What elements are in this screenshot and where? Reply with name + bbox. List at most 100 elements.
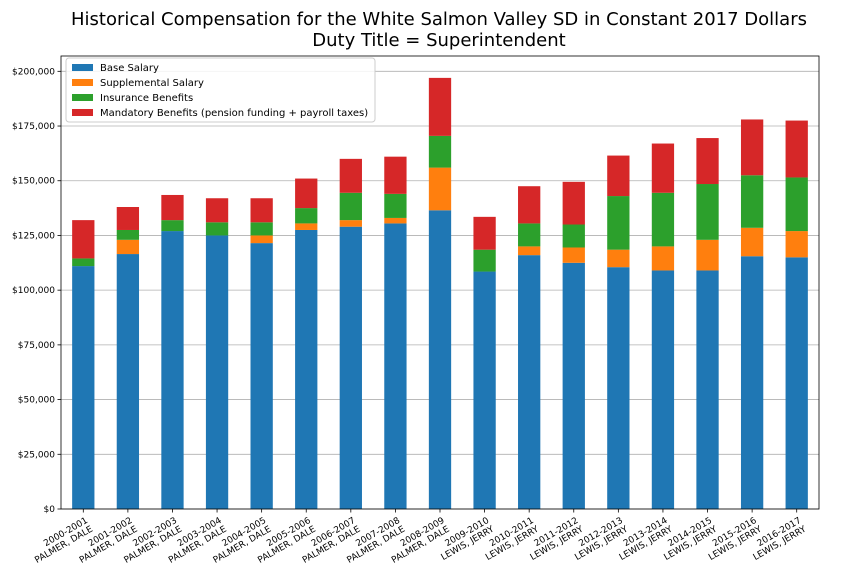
bar-segment-base	[295, 229, 318, 509]
y-tick-label: $150,000	[12, 177, 55, 187]
bar-segment-mandatory	[562, 181, 585, 225]
bar-segment-mandatory	[72, 220, 95, 259]
bar-segment-mandatory	[250, 198, 273, 223]
chart-title: Historical Compensation for the White Sa…	[71, 9, 807, 30]
bar-segment-base	[250, 243, 273, 509]
bar-stack	[339, 158, 362, 509]
bars	[72, 77, 808, 510]
bar-segment-supplemental	[518, 246, 541, 256]
bar-segment-base	[384, 223, 407, 510]
bar-segment-insurance	[72, 258, 95, 267]
bar-segment-insurance	[250, 222, 273, 236]
legend: Base Salary Supplemental Salary Insurance …	[65, 57, 376, 123]
bar-segment-insurance	[562, 224, 585, 248]
bar-segment-mandatory	[651, 143, 675, 193]
bar-stack	[384, 156, 407, 510]
bar-segment-base	[339, 226, 362, 509]
bar-segment-base	[785, 257, 808, 509]
bar-segment-base	[205, 235, 229, 509]
bar-segment-base	[696, 270, 719, 509]
y-tick-label: $0	[44, 505, 56, 515]
bar-segment-insurance	[785, 177, 808, 232]
bar-segment-mandatory	[116, 207, 140, 230]
legend-swatch	[72, 94, 93, 101]
bar-segment-insurance	[518, 223, 541, 247]
bar-segment-insurance	[428, 135, 452, 168]
bar-stack	[740, 119, 764, 509]
bar-stack	[562, 181, 585, 509]
bar-segment-insurance	[205, 222, 229, 236]
bar-segment-supplemental	[384, 217, 407, 224]
bar-segment-base	[740, 256, 764, 509]
y-tick-label: $75,000	[18, 341, 55, 351]
bar-segment-supplemental	[696, 239, 719, 271]
bar-stack	[161, 194, 184, 510]
bar-segment-mandatory	[518, 186, 541, 224]
bar-stack	[607, 155, 630, 509]
y-axis: $0 $25,000 $50,000 $75,000 $100,000 $125,000 $…	[12, 67, 61, 515]
bar-segment-insurance	[740, 175, 764, 228]
bar-segment-insurance	[651, 192, 675, 247]
bar-stack	[785, 120, 808, 509]
legend-label: Mandatory Benefits (pension funding + pa…	[100, 108, 368, 119]
bar-segment-supplemental	[295, 223, 318, 230]
bar-segment-base	[518, 255, 541, 509]
bar-segment-base	[116, 254, 140, 509]
bar-stack	[651, 143, 675, 509]
bar-segment-insurance	[161, 220, 184, 232]
bar-segment-insurance	[696, 184, 719, 240]
legend-swatch	[72, 64, 93, 71]
y-tick-label: $100,000	[12, 286, 55, 296]
legend-swatch	[72, 79, 93, 86]
legend-label: Base Salary	[100, 63, 159, 74]
bar-segment-mandatory	[384, 156, 407, 194]
y-tick-label: $25,000	[18, 450, 55, 460]
bar-segment-supplemental	[785, 231, 808, 258]
bar-segment-insurance	[116, 229, 140, 240]
bar-segment-supplemental	[339, 220, 362, 227]
bar-segment-base	[473, 271, 496, 509]
bar-segment-insurance	[384, 193, 407, 218]
bar-segment-base	[161, 231, 184, 510]
bar-segment-mandatory	[473, 216, 496, 250]
y-tick-label: $200,000	[12, 67, 55, 77]
bar-stack	[250, 198, 273, 509]
bar-stack	[72, 220, 95, 509]
bar-segment-insurance	[339, 192, 362, 221]
y-tick-label: $175,000	[12, 122, 55, 132]
bar-stack	[428, 77, 452, 510]
bar-segment-base	[72, 266, 95, 509]
legend-swatch	[72, 109, 93, 116]
bar-segment-mandatory	[696, 138, 719, 185]
bar-stack	[295, 178, 318, 509]
y-tick-label: $50,000	[18, 396, 55, 406]
legend-label: Insurance Benefits	[100, 93, 193, 104]
legend-box	[65, 57, 376, 123]
bar-segment-insurance	[607, 196, 630, 250]
bar-segment-supplemental	[740, 227, 764, 257]
bar-segment-supplemental	[651, 246, 675, 271]
bar-stack	[205, 198, 229, 509]
chart-subtitle: Duty Title = Superintendent	[312, 30, 565, 51]
bar-segment-mandatory	[607, 155, 630, 197]
bar-segment-mandatory	[205, 198, 229, 223]
bar-stack	[518, 186, 541, 509]
bar-segment-insurance	[295, 208, 318, 224]
bar-segment-insurance	[473, 249, 496, 272]
bar-segment-base	[562, 262, 585, 509]
y-tick-label: $125,000	[12, 231, 55, 241]
bar-segment-supplemental	[116, 239, 140, 255]
legend-label: Supplemental Salary	[100, 78, 204, 89]
bar-segment-supplemental	[250, 235, 273, 244]
bar-segment-mandatory	[295, 178, 318, 209]
bar-segment-mandatory	[740, 119, 764, 176]
bar-segment-supplemental	[428, 167, 452, 211]
bar-segment-supplemental	[562, 247, 585, 263]
bar-stack	[116, 207, 140, 509]
bar-segment-mandatory	[339, 158, 362, 193]
bar-segment-base	[607, 267, 630, 509]
bar-stack	[696, 138, 719, 509]
bar-segment-base	[428, 210, 452, 510]
bar-segment-supplemental	[607, 249, 630, 268]
